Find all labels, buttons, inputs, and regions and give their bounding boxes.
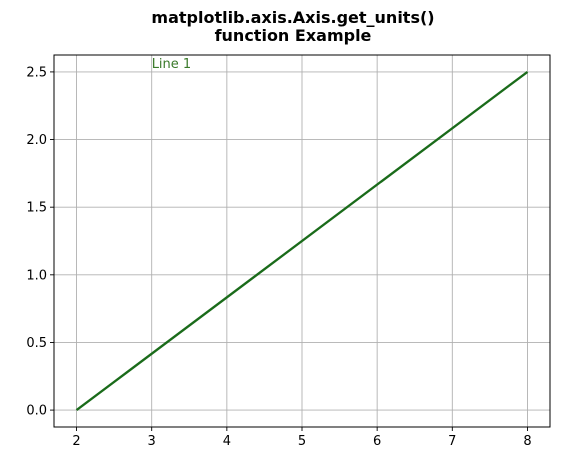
x-tick-label: 7: [448, 434, 456, 449]
series-group: [75, 70, 529, 412]
x-tick-label: 8: [523, 434, 531, 449]
y-tick-label: 0.5: [26, 336, 47, 351]
x-tick-label: 6: [373, 434, 381, 449]
x-tick-label: 4: [223, 434, 231, 449]
chart-title-line-2: function Example: [215, 26, 372, 45]
y-tick-label: 2.5: [26, 65, 47, 80]
y-tick-label: 2.0: [26, 133, 47, 148]
annotation-label: Line 1: [152, 57, 192, 72]
annotations: Line 1: [152, 57, 192, 72]
y-tick-label: 1.5: [26, 201, 47, 216]
x-axis: 2 3 4 5 6 7 8: [72, 427, 532, 449]
series-line-1: [75, 70, 529, 412]
y-tick-label: 1.0: [26, 268, 47, 283]
chart-title-line-1: matplotlib.axis.Axis.get_units(): [151, 8, 434, 27]
grid: [54, 55, 550, 427]
x-tick-label: 2: [72, 434, 80, 449]
x-tick-label: 5: [298, 434, 306, 449]
x-tick-label: 3: [148, 434, 156, 449]
plot-area: Line 1 2 3 4 5 6 7 8 0.0 0.5 1.0 1.5 2.0 2.5: [26, 54, 551, 449]
y-axis: 0.0 0.5 1.0 1.5 2.0 2.5: [26, 65, 54, 419]
y-tick-label: 0.0: [26, 404, 47, 419]
